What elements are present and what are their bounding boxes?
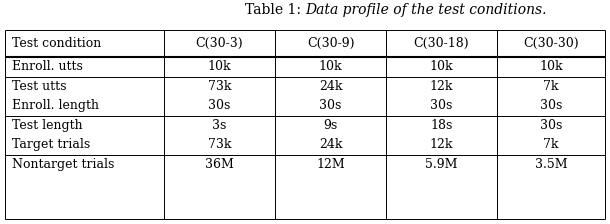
Text: 30s: 30s — [208, 99, 231, 112]
Text: 30s: 30s — [540, 99, 562, 112]
Text: Test utts: Test utts — [12, 80, 66, 93]
Text: 5.9M: 5.9M — [425, 158, 458, 171]
Text: Nontarget trials: Nontarget trials — [12, 158, 115, 171]
Text: 73k: 73k — [208, 80, 231, 93]
Text: Test condition: Test condition — [12, 37, 101, 50]
Text: C(30-18): C(30-18) — [414, 37, 469, 50]
Text: Enroll. length: Enroll. length — [12, 99, 99, 112]
Text: 12M: 12M — [316, 158, 345, 171]
Text: 24k: 24k — [319, 80, 342, 93]
Text: 10k: 10k — [429, 60, 453, 73]
Text: 3.5M: 3.5M — [535, 158, 567, 171]
Text: Test length: Test length — [12, 119, 82, 132]
Text: Table 1:: Table 1: — [245, 3, 305, 17]
Text: 30s: 30s — [540, 119, 562, 132]
Text: 10k: 10k — [318, 60, 342, 73]
Text: Enroll. utts: Enroll. utts — [12, 60, 83, 73]
Text: C(30-3): C(30-3) — [196, 37, 243, 50]
Text: 30s: 30s — [430, 99, 453, 112]
Text: 12k: 12k — [430, 80, 453, 93]
Text: 18s: 18s — [430, 119, 453, 132]
Text: C(30-30): C(30-30) — [523, 37, 579, 50]
Text: 3s: 3s — [212, 119, 227, 132]
Text: 7k: 7k — [544, 80, 559, 93]
Text: 73k: 73k — [208, 138, 231, 151]
Text: 7k: 7k — [544, 138, 559, 151]
Text: Data profile of the test conditions.: Data profile of the test conditions. — [305, 3, 547, 17]
Text: 9s: 9s — [323, 119, 337, 132]
Text: 36M: 36M — [205, 158, 234, 171]
Text: 10k: 10k — [207, 60, 231, 73]
Text: Target trials: Target trials — [12, 138, 90, 151]
Text: 30s: 30s — [319, 99, 342, 112]
Text: 12k: 12k — [430, 138, 453, 151]
Text: C(30-9): C(30-9) — [307, 37, 354, 50]
Text: 24k: 24k — [319, 138, 342, 151]
Text: 10k: 10k — [539, 60, 563, 73]
